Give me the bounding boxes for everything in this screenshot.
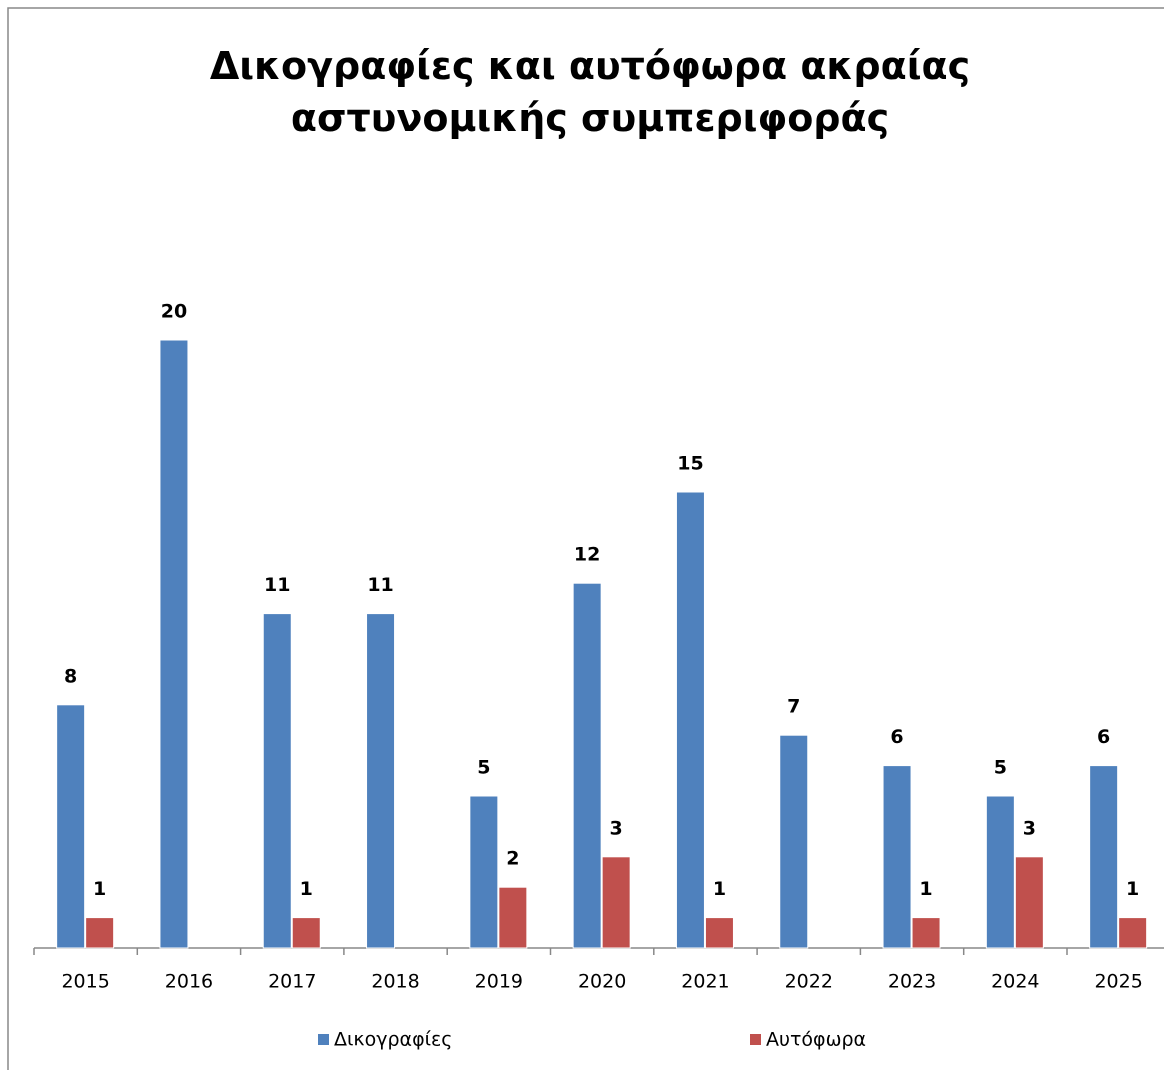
data-label: 11 [264, 574, 290, 596]
x-tick-label: 2022 [785, 971, 833, 993]
data-label: 3 [1023, 817, 1036, 839]
bar [572, 582, 602, 949]
bar [262, 613, 292, 949]
data-label: 1 [300, 878, 313, 900]
x-tick-label: 2018 [371, 971, 419, 993]
bar [704, 917, 734, 949]
x-tick-label: 2023 [888, 971, 936, 993]
bar [159, 339, 189, 949]
bar [1089, 765, 1119, 949]
bar [366, 613, 396, 949]
legend-label: Δικογραφίες [334, 1029, 452, 1051]
chart-border [7, 7, 1164, 1070]
x-tick-label: 2024 [991, 971, 1039, 993]
x-tick-label: 2020 [578, 971, 626, 993]
bar [985, 795, 1015, 949]
data-label: 12 [574, 544, 600, 566]
bar [56, 704, 86, 949]
bar [675, 491, 705, 949]
chart-title: Δικογραφίες και αυτόφωρα ακραίας αστυνομ… [209, 44, 971, 140]
bar [291, 917, 321, 949]
bar [1014, 856, 1044, 949]
bar [779, 734, 809, 949]
data-label: 6 [890, 726, 903, 748]
data-label: 1 [1126, 878, 1139, 900]
legend-swatch [750, 1034, 761, 1045]
data-label: 1 [919, 878, 932, 900]
x-tick-label: 2021 [681, 971, 729, 993]
data-label: 3 [610, 817, 623, 839]
bar [601, 856, 631, 949]
data-label: 5 [477, 757, 490, 779]
bar [469, 795, 499, 949]
data-label: 6 [1097, 726, 1110, 748]
data-label: 1 [713, 878, 726, 900]
x-tick-label: 2017 [268, 971, 316, 993]
data-label: 20 [161, 301, 187, 323]
data-label: 8 [64, 665, 77, 687]
data-label: 15 [677, 453, 703, 475]
data-label: 11 [367, 574, 393, 596]
bar [85, 917, 115, 949]
bar [911, 917, 941, 949]
legend-label: Αυτόφωρα [766, 1029, 866, 1051]
x-tick-label: 2015 [61, 971, 109, 993]
bar [498, 886, 528, 949]
data-label: 2 [506, 848, 519, 870]
legend-swatch [318, 1034, 329, 1045]
x-tick-label: 2025 [1094, 971, 1142, 993]
data-label: 5 [994, 757, 1007, 779]
data-label: 1 [93, 878, 106, 900]
data-label: 7 [787, 696, 800, 718]
bar [882, 765, 912, 949]
x-tick-label: 2016 [165, 971, 213, 993]
x-tick-label: 2019 [475, 971, 523, 993]
bar [1118, 917, 1148, 949]
